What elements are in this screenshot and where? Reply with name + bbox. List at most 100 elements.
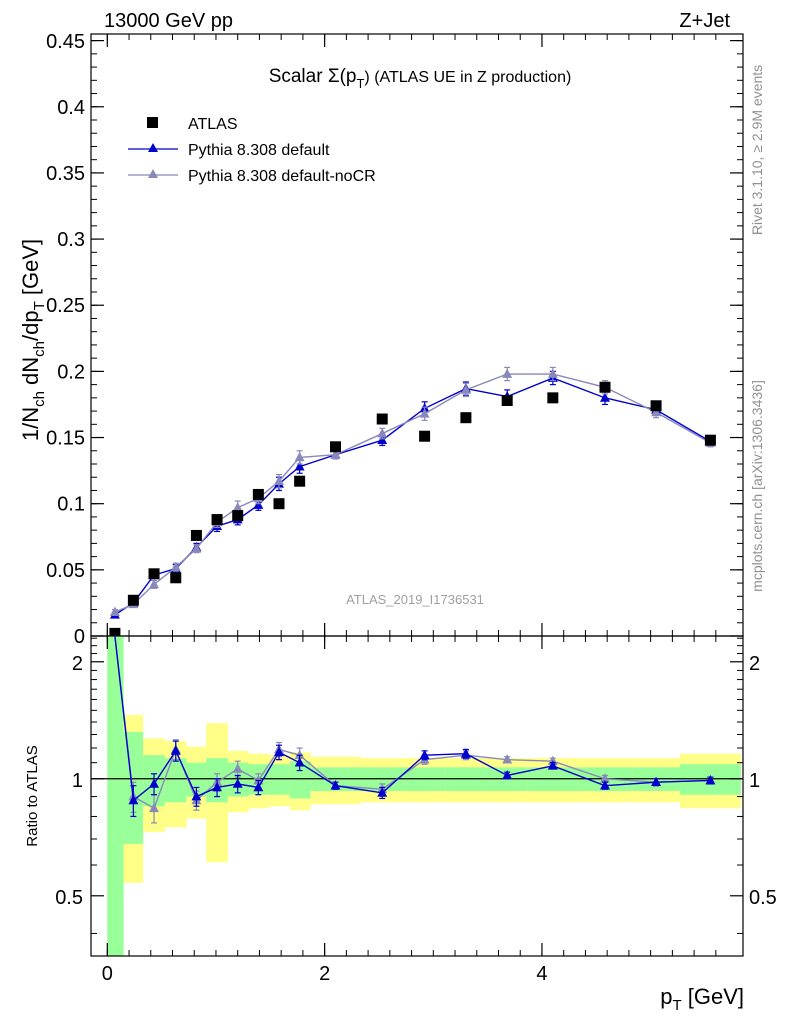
legend-entry-atlas: ATLAS bbox=[147, 116, 238, 133]
data-point bbox=[501, 394, 513, 406]
ratio-frame bbox=[90, 635, 744, 957]
data-point bbox=[419, 430, 431, 442]
ratio-data-point bbox=[274, 746, 284, 757]
legend-entry-pythia-default: Pythia 8.308 default bbox=[128, 142, 330, 159]
data-point bbox=[294, 461, 305, 471]
x-tick-label: 4 bbox=[536, 963, 547, 985]
band-green-bin bbox=[107, 636, 124, 956]
ratio-data-point bbox=[419, 749, 430, 760]
band-green-bin bbox=[164, 758, 187, 803]
ratio-data-point bbox=[149, 802, 159, 813]
legend-entry-pythia-nocr: Pythia 8.308 default-noCR bbox=[128, 168, 376, 185]
data-point bbox=[651, 406, 662, 417]
data-point bbox=[170, 561, 181, 572]
header-left: 13000 GeV pp bbox=[104, 10, 233, 32]
legend-marker-pythia-nocr bbox=[148, 169, 158, 178]
main-y-tick-label: 0.1 bbox=[57, 494, 85, 516]
data-point bbox=[273, 498, 285, 510]
data-point bbox=[419, 408, 430, 418]
series-line bbox=[114, 373, 711, 613]
main-y-tick-label: 0.35 bbox=[46, 163, 85, 185]
main-y-tick-label: 0.3 bbox=[57, 229, 85, 251]
main-y-axis: 0 0.05 0.1 0.15 0.2 0.25 0.3 0.35 0.4 0.45 bbox=[46, 31, 743, 648]
data-point bbox=[502, 368, 513, 378]
ratio-data-point bbox=[170, 745, 181, 755]
x-tick-label: 0 bbox=[102, 963, 113, 985]
ratio-y-tick-label-right: 1 bbox=[749, 770, 760, 792]
legend: ATLAS Pythia 8.308 default Pythia 8.308 … bbox=[128, 116, 376, 185]
data-point bbox=[232, 510, 244, 522]
ratio-y-tick-label-right: 2 bbox=[749, 653, 760, 675]
analysis-watermark: ATLAS_2019_I1736531 bbox=[346, 592, 484, 607]
data-point bbox=[547, 368, 558, 378]
main-y-tick-label: 0.15 bbox=[46, 428, 85, 450]
ratio-data-point bbox=[600, 773, 610, 783]
ratio-data-point bbox=[232, 763, 243, 773]
main-y-tick-label: 0.4 bbox=[57, 97, 85, 119]
x-axis-label: pT [GeV] bbox=[660, 984, 744, 1014]
ratio-data-point bbox=[502, 769, 513, 780]
legend-marker-pythia-default bbox=[148, 143, 158, 152]
ratio-data-point bbox=[191, 791, 202, 801]
data-point bbox=[377, 428, 388, 438]
data-point bbox=[599, 381, 611, 393]
band-green-bin bbox=[289, 761, 311, 799]
data-point bbox=[460, 412, 472, 424]
ratio-data-point bbox=[600, 780, 610, 790]
series-atlas bbox=[109, 381, 716, 639]
mcplots-source-label: mcplots.cern.ch [arXiv:1306.3436] bbox=[749, 380, 765, 592]
ratio-data-point bbox=[377, 787, 388, 797]
data-point bbox=[127, 594, 139, 606]
legend-label-atlas: ATLAS bbox=[188, 116, 238, 133]
ratio-axes: 0.5 0.5 1 1 2 2 0 2 4 bbox=[55, 635, 777, 985]
main-y-tick-label: 0.45 bbox=[46, 31, 85, 53]
ratio-data-point bbox=[212, 781, 223, 792]
ratio-data-point bbox=[294, 749, 305, 760]
data-point bbox=[460, 384, 471, 394]
ratio-data-point bbox=[460, 748, 471, 758]
ratio-data-point bbox=[547, 760, 558, 770]
ratio-data-point bbox=[232, 778, 243, 788]
x-tick-label: 2 bbox=[319, 963, 330, 985]
data-point bbox=[149, 578, 159, 589]
data-point bbox=[650, 400, 662, 412]
main-y-tick-label: 0.2 bbox=[57, 361, 85, 383]
data-point bbox=[330, 441, 341, 453]
data-point bbox=[190, 529, 202, 541]
band-green-bin bbox=[269, 764, 290, 795]
data-point bbox=[191, 543, 202, 553]
main-series-layer bbox=[109, 366, 716, 639]
header-right: Z+Jet bbox=[679, 10, 730, 32]
ratio-data-point bbox=[705, 774, 716, 785]
data-point bbox=[330, 449, 341, 459]
ratio-y-tick-label: 1 bbox=[72, 770, 83, 792]
data-point bbox=[294, 451, 305, 462]
legend-label-pythia-nocr: Pythia 8.308 default-noCR bbox=[188, 168, 376, 185]
data-point bbox=[148, 568, 160, 580]
data-point bbox=[274, 475, 284, 486]
ratio-y-tick-label-right: 0.5 bbox=[749, 887, 777, 909]
legend-label-pythia-default: Pythia 8.308 default bbox=[188, 142, 330, 159]
ratio-data-point bbox=[502, 754, 513, 764]
series-pythia-default bbox=[109, 370, 716, 619]
main-y-axis-label: 1/Nch dNch/dpT [GeV] bbox=[18, 239, 48, 441]
data-point bbox=[294, 475, 306, 487]
ratio-series-layer bbox=[114, 635, 716, 824]
data-point bbox=[547, 392, 559, 404]
data-point bbox=[704, 434, 716, 446]
ratio-data-point bbox=[651, 776, 662, 787]
ratio-data-point bbox=[330, 780, 341, 790]
series-pythia-nocr bbox=[109, 366, 716, 617]
data-point bbox=[211, 514, 223, 526]
chart-title: Scalar Σ(pT) (ATLAS UE in Z production) bbox=[269, 66, 572, 91]
series-line bbox=[114, 377, 711, 616]
main-y-tick-label: 0.05 bbox=[46, 560, 85, 582]
legend-marker-atlas bbox=[147, 117, 158, 128]
data-point bbox=[252, 488, 264, 500]
data-point bbox=[109, 606, 120, 617]
data-point bbox=[232, 502, 243, 512]
ratio-data-point bbox=[128, 794, 139, 805]
data-point bbox=[376, 413, 388, 425]
ratio-y-tick-label: 0.5 bbox=[55, 887, 83, 909]
rivet-version-label: Rivet 3.1.10, ≥ 2.9M events bbox=[749, 65, 765, 235]
